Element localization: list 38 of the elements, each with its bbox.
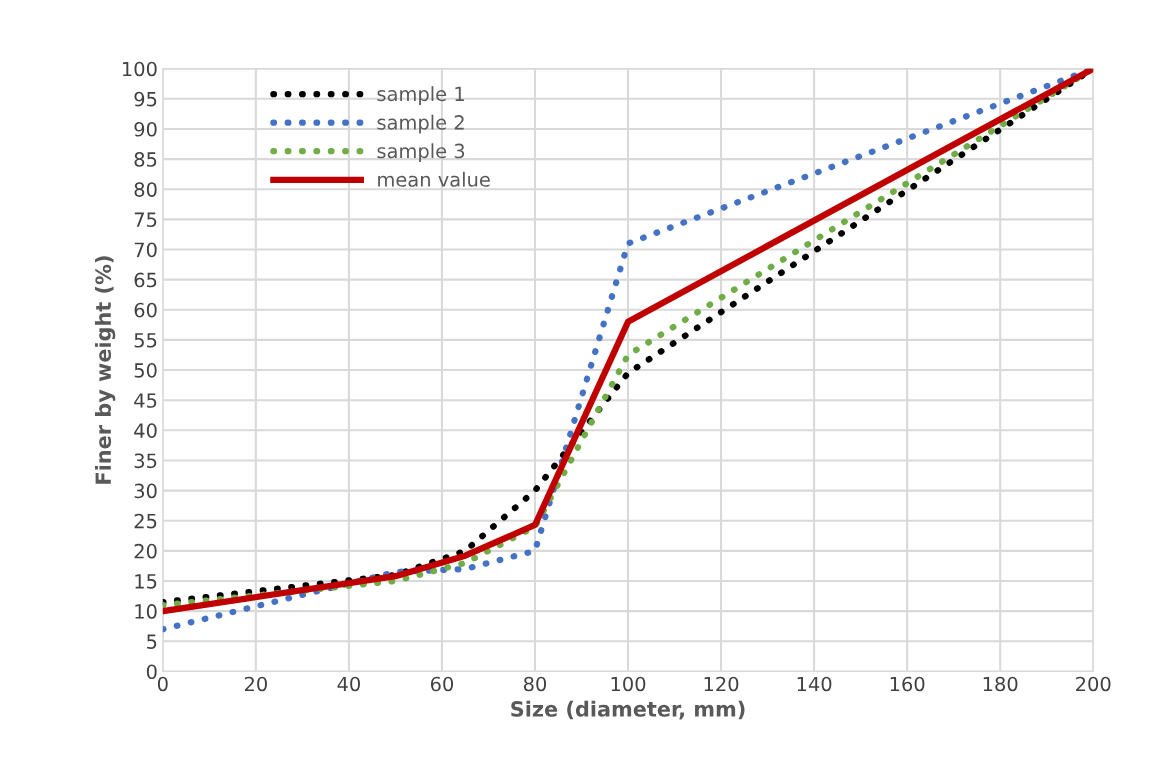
legend-label: mean value — [378, 171, 490, 187]
y-tick-label: 25 — [134, 513, 157, 529]
y-tick-label: 60 — [134, 302, 157, 318]
y-tick-label: 70 — [134, 242, 157, 258]
legend-label: sample 1 — [377, 86, 464, 105]
legend-label: sample 2 — [377, 114, 464, 134]
y-tick-label: 30 — [134, 483, 157, 499]
x-tick-label: 120 — [704, 676, 739, 692]
y-tick-label: 85 — [134, 152, 157, 167]
y-tick-label: 0 — [146, 664, 157, 680]
x-tick-label: 20 — [244, 676, 267, 692]
y-tick-label: 100 — [122, 61, 157, 77]
x-tick-label: 60 — [430, 676, 454, 692]
x-tick-label: 80 — [523, 676, 547, 692]
x-tick-label: 100 — [611, 676, 646, 692]
y-axis-title: Finer by weight (%) — [94, 256, 116, 484]
y-tick-label: 45 — [134, 393, 157, 408]
y-tick-label: 95 — [134, 91, 157, 107]
x-axis-title: Size (diameter, mm) — [511, 700, 745, 720]
y-tick-label: 75 — [134, 212, 157, 228]
y-tick-label: 15 — [135, 574, 157, 589]
y-tick-label: 55 — [134, 333, 157, 348]
y-tick-label: 80 — [134, 182, 157, 197]
legend-label: sample 3 — [377, 143, 465, 163]
y-tick-label: 40 — [134, 423, 157, 438]
x-tick-label: 200 — [1076, 676, 1111, 692]
x-tick-label: 140 — [797, 676, 832, 692]
x-tick-label: 0 — [157, 676, 168, 692]
y-tick-label: 50 — [134, 363, 157, 378]
x-tick-label: 40 — [337, 676, 360, 692]
y-tick-label: 10 — [135, 604, 157, 619]
y-tick-label: 90 — [134, 121, 157, 137]
y-tick-label: 65 — [134, 272, 157, 288]
y-tick-label: 20 — [134, 543, 157, 559]
x-tick-label: 160 — [890, 676, 925, 692]
y-tick-label: 35 — [134, 453, 157, 469]
y-tick-label: 5 — [147, 634, 157, 649]
x-tick-label: 180 — [983, 676, 1018, 692]
